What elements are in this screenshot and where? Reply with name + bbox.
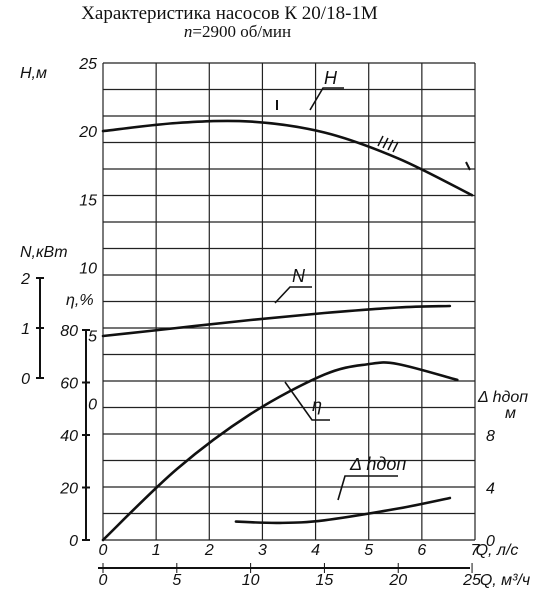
y-tick-dh: 8: [486, 428, 495, 445]
y-tick-eta: 0: [69, 533, 78, 550]
hatch-line: [382, 137, 389, 149]
curves: [101, 100, 474, 542]
axes: [36, 277, 473, 573]
y-tick-h: 20: [78, 124, 97, 141]
hatch-line: [392, 141, 399, 153]
subtitle-n: n: [183, 22, 193, 41]
tick-labels: 0 1 2 3 4 5 6 7Q, л/с0 5 10 15 20 25Q, м³/ч252015105…: [20, 56, 530, 589]
grid: [102, 62, 476, 541]
y-tick-dh: 0: [486, 533, 495, 550]
y-axis-dh-title: Δ hдоп: [477, 389, 528, 406]
x-tick-m3h: 10: [242, 572, 260, 589]
chart-title: Характеристика насосов К 20/18-1М: [81, 3, 378, 24]
curve-eta: [101, 361, 459, 542]
curve-label-eta: η: [312, 395, 322, 415]
chart-subtitle: n=2900 об/мин: [0, 22, 517, 42]
curve-label-h: H: [324, 68, 338, 88]
y-tick-eta: 40: [60, 428, 78, 445]
x-tick-ls: 6: [417, 542, 426, 559]
x-axis-ls-title: Q, л/с: [476, 542, 519, 559]
h-curve-tick: [465, 161, 471, 171]
subtitle-speed: =2900 об/мин: [192, 22, 292, 41]
x-tick-ls: 2: [204, 542, 214, 559]
curve-n: [101, 304, 452, 338]
x-axis-m3h-title: Q, м³/ч: [480, 572, 530, 589]
curve-label-dh-leader: [337, 475, 398, 501]
curve-label-h-leader: [309, 87, 344, 111]
y-axis-dh-unit: м: [505, 405, 516, 422]
y-axis-eta-title: η,%: [66, 292, 94, 309]
x-tick-m3h: 5: [172, 572, 181, 589]
hatch-line: [377, 135, 384, 147]
h-curve-hatch: [377, 135, 399, 153]
x-tick-ls: 0: [99, 542, 108, 559]
y-tick-eta: 60: [60, 376, 78, 393]
x-tick-ls: 7: [471, 542, 481, 559]
hatch-line: [387, 139, 394, 151]
x-tick-ls: 3: [258, 542, 267, 559]
curve-h: [101, 119, 474, 197]
y-tick-h: 15: [79, 192, 97, 209]
curve-label-dh: Δ hдоп: [349, 454, 406, 474]
y-axis-n-title: N,кВт: [20, 244, 68, 261]
y-tick-h: 5: [88, 329, 97, 346]
y-tick-dh: 4: [486, 481, 495, 498]
y-tick-eta: 80: [60, 323, 78, 340]
y-axis-h-title: H,м: [20, 65, 47, 82]
curve-label-eta-leader: [284, 381, 330, 421]
y-tick-h: 0: [88, 397, 97, 414]
x-tick-m3h: 0: [99, 572, 108, 589]
curve-label-n-leader: [274, 286, 312, 304]
x-tick-ls: 4: [311, 542, 320, 559]
y-tick-n: 2: [20, 271, 30, 288]
curve-dh: [234, 496, 452, 525]
x-tick-m3h: 25: [462, 572, 481, 589]
x-tick-ls: 1: [152, 542, 161, 559]
x-tick-m3h: 15: [316, 572, 334, 589]
y-tick-eta: 20: [59, 481, 78, 498]
x-tick-ls: 5: [364, 542, 373, 559]
curve-labels: H Nη Δ hдоп: [274, 68, 406, 501]
curve-label-n: N: [292, 266, 306, 286]
x-tick-m3h: 20: [388, 572, 407, 589]
y-tick-h: 25: [78, 56, 97, 73]
y-tick-n: 1: [21, 321, 30, 338]
y-tick-n: 0: [21, 371, 30, 388]
y-tick-h: 10: [79, 260, 97, 277]
